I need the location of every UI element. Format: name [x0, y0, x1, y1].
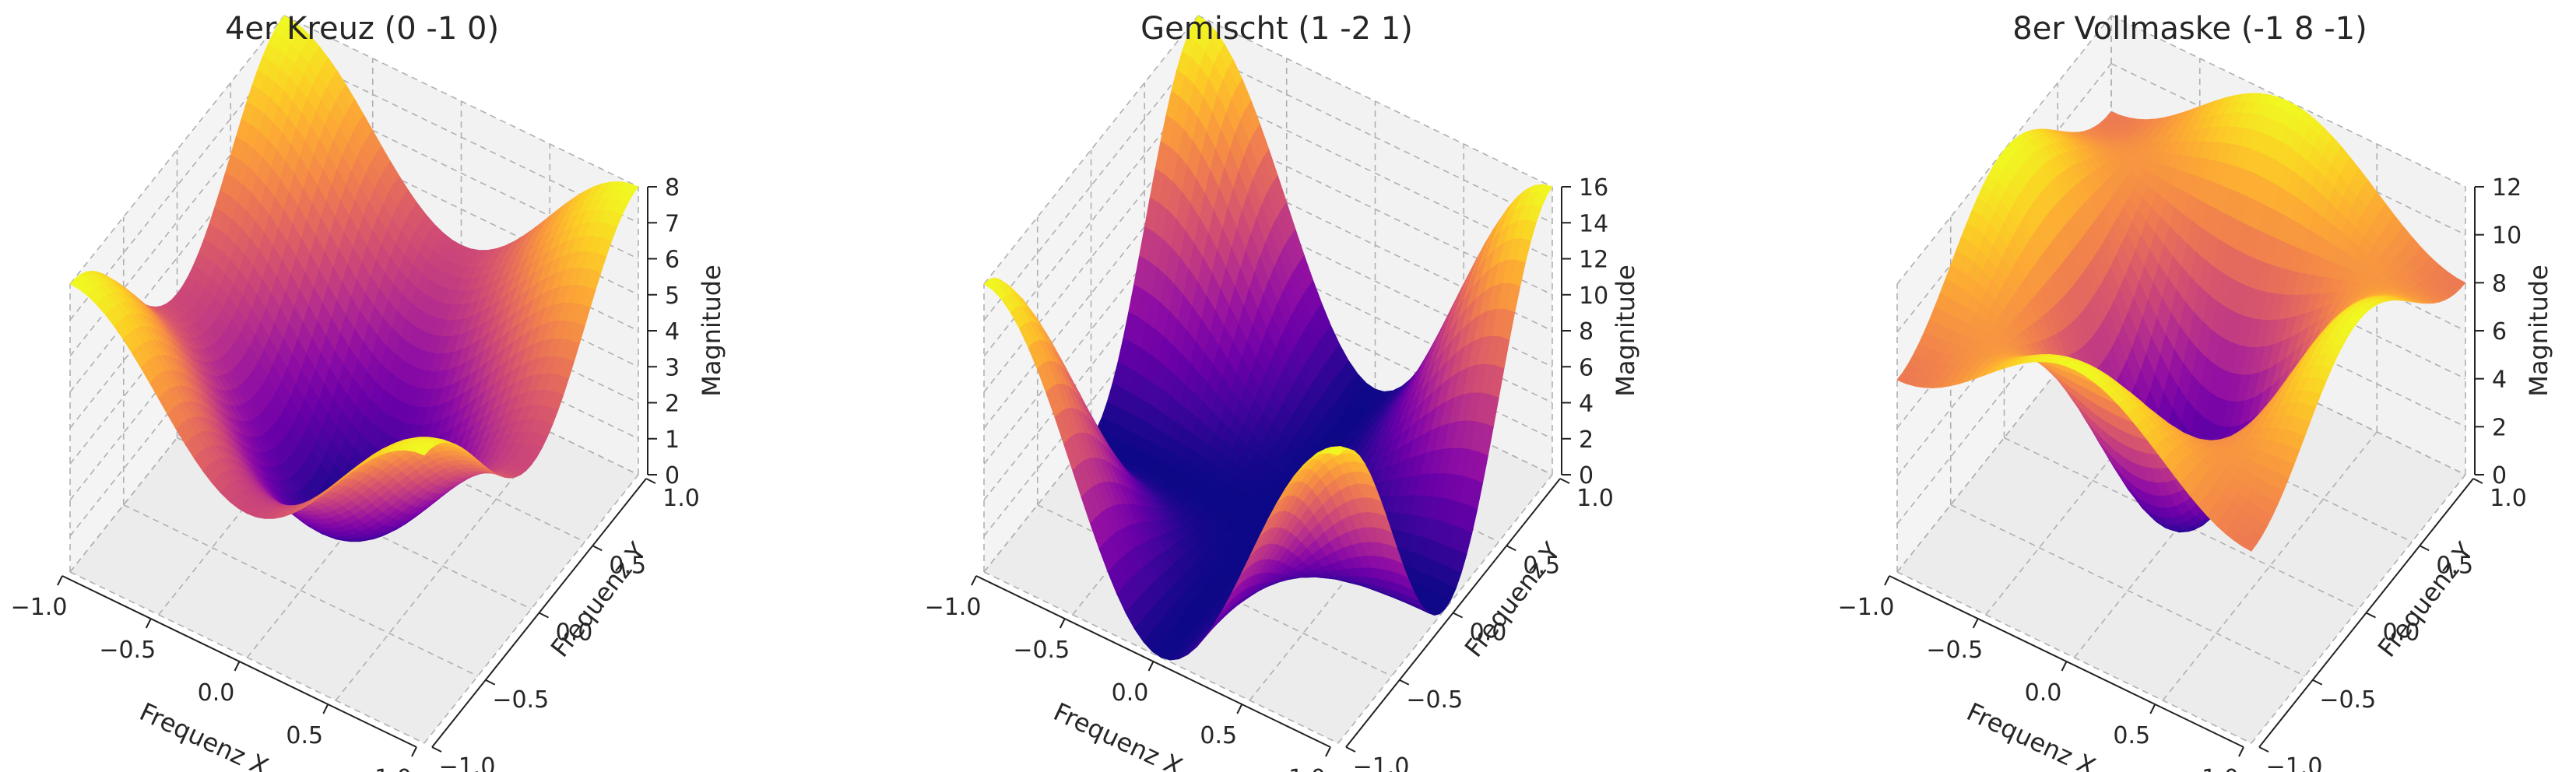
grid-line [423, 474, 639, 744]
z-axis-label: Magnitude [697, 265, 726, 397]
z-tick-label: 14 [1579, 210, 1608, 237]
z-tick-label: 2 [1579, 426, 1594, 454]
y-tick-label: −0.5 [492, 686, 549, 714]
y-tick-label: 0.5 [609, 552, 646, 579]
y-tick-label: 0.0 [556, 619, 593, 647]
grid-line [1197, 15, 1553, 188]
z-tick-label: 5 [665, 282, 680, 310]
surface-patch [415, 445, 431, 456]
y-tick-mark [592, 545, 603, 552]
y-tick-mark [645, 478, 656, 484]
y-tick-mark [539, 612, 549, 619]
z-tick-label: 1 [665, 426, 680, 454]
y-tick-mark [1399, 679, 1410, 686]
z-tick-label: 8 [665, 174, 680, 202]
grid-line [2162, 431, 2377, 701]
x-tick-mark [411, 746, 417, 757]
x-tick-label: −0.5 [99, 637, 156, 664]
y-tick-mark [1559, 478, 1570, 484]
z-tick-label: 4 [1579, 391, 1594, 418]
y-tick-mark [431, 746, 442, 753]
z-tick-label: 16 [1579, 174, 1608, 202]
y-tick-label: −1.0 [1353, 753, 1410, 772]
x-tick-label: 0.0 [198, 679, 235, 707]
z-axis-label: Magnitude [1611, 265, 1640, 397]
surface-patch [1329, 447, 1344, 456]
y-tick-label: −1.0 [439, 753, 496, 772]
x-tick-mark [234, 661, 241, 672]
x-tick-mark [1236, 704, 1243, 714]
z-tick-label: 6 [665, 247, 680, 274]
y-tick-label: 1.0 [662, 485, 700, 512]
y-tick-mark [1453, 612, 1463, 619]
x-tick-label: 0.5 [286, 722, 323, 749]
z-tick-label: 4 [665, 318, 680, 346]
x-tick-label: −0.5 [1013, 637, 1070, 664]
y-tick-label: 0.5 [1523, 552, 1560, 579]
z-tick-label: 8 [1579, 318, 1594, 346]
grid-line [2251, 474, 2466, 744]
y-tick-label: −0.5 [1406, 686, 1463, 714]
grid-line [1896, 15, 2112, 285]
x-tick-mark [1059, 618, 1066, 629]
z-tick-label: 12 [1579, 247, 1608, 274]
surface [69, 15, 639, 542]
z-tick-label: 3 [665, 354, 680, 381]
z-tick-label: 7 [665, 210, 680, 237]
grid-line [69, 15, 285, 285]
grid-line [1896, 63, 2112, 333]
y-tick-label: 0.0 [1470, 619, 1507, 647]
x-tick-label: 1.0 [1288, 765, 1326, 772]
y-tick-label: 1.0 [1576, 485, 1614, 512]
x-tick-label: −1.0 [925, 594, 982, 621]
x-tick-mark [971, 575, 977, 586]
x-tick-label: 1.0 [374, 765, 412, 772]
grid-line [983, 51, 1199, 321]
z-tick-label: 2 [665, 391, 680, 418]
x-tick-mark [1325, 746, 1331, 757]
surface [1896, 93, 2466, 552]
surface [983, 15, 1553, 661]
chart-title: 4er Kreuz (0 -1 0) [225, 11, 499, 47]
grid-line [1337, 474, 1553, 744]
grid-line [1197, 51, 1553, 223]
y-tick-mark [485, 679, 496, 686]
x-tick-mark [1147, 661, 1154, 672]
x-tick-label: 0.5 [1200, 722, 1237, 749]
y-tick-mark [1506, 545, 1516, 552]
x-tick-mark [322, 704, 329, 714]
y-tick-mark [1345, 746, 1356, 753]
z-tick-label: 0 [665, 462, 680, 490]
z-tick-label: 6 [1579, 354, 1594, 381]
chart-title: Gemischt (1 -2 1) [1140, 11, 1413, 47]
grid-line [983, 15, 1199, 285]
grid-line [123, 504, 479, 677]
x-tick-label: −1.0 [11, 594, 68, 621]
grid-line [283, 15, 639, 188]
z-tick-label: 10 [1579, 282, 1608, 310]
x-tick-mark [57, 575, 63, 586]
x-tick-mark [145, 618, 152, 629]
grid-line [1950, 504, 2306, 677]
x-tick-label: 0.0 [1112, 679, 1149, 707]
z-tick-label: 0 [1579, 462, 1594, 490]
